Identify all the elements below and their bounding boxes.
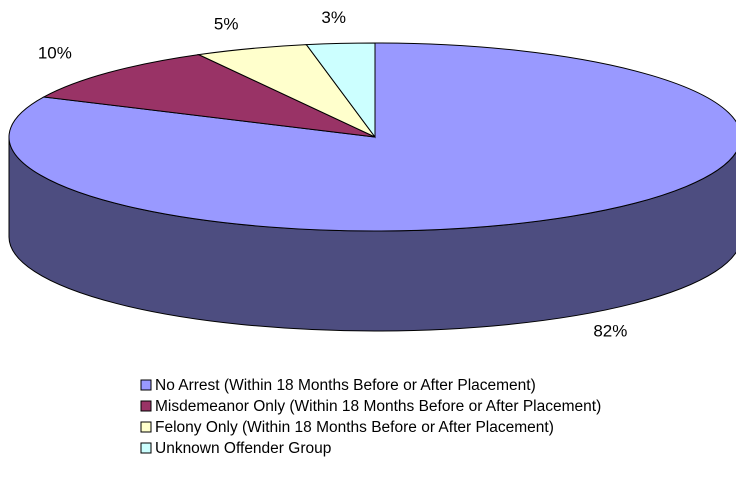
data-label: 10% (38, 43, 72, 62)
data-label: 3% (321, 8, 346, 27)
legend-label: No Arrest (Within 18 Months Before or Af… (155, 377, 536, 394)
legend-label: Unknown Offender Group (155, 440, 331, 457)
data-label: 82% (593, 322, 627, 341)
legend-label: Felony Only (Within 18 Months Before or … (155, 419, 554, 436)
slice (305, 42, 376, 139)
pie: 82% 10% 5% 3% (8, 8, 736, 341)
legend-swatch (140, 379, 152, 391)
legend-swatch (140, 400, 152, 412)
legend-swatch (140, 442, 152, 454)
slice (42, 54, 376, 138)
data-label: 5% (214, 14, 239, 33)
legend: No Arrest (Within 18 Months Before or Af… (140, 377, 601, 457)
legend-label: Misdemeanor Only (Within 18 Months Befor… (155, 398, 601, 415)
legend-swatch (140, 421, 152, 433)
